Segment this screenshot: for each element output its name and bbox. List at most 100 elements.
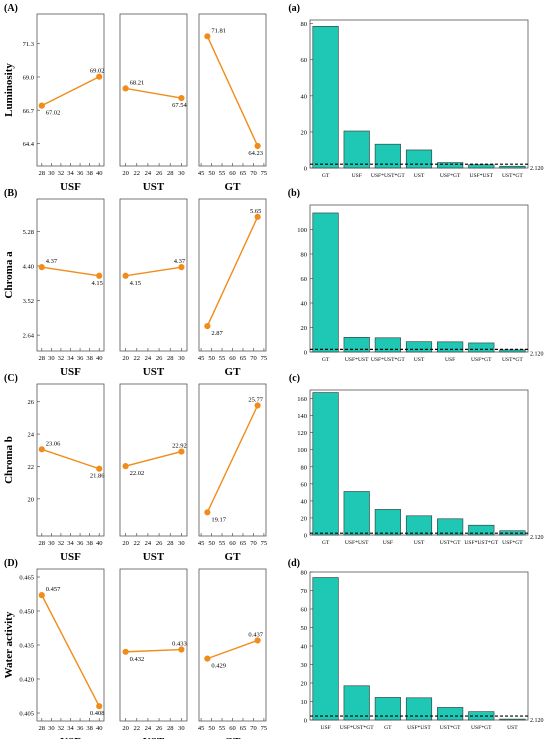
x-tick-label: UST*GT	[502, 357, 523, 363]
y-tick-label: 80	[301, 464, 308, 471]
bar	[343, 336, 370, 353]
x-tick-label: 38	[86, 540, 93, 547]
data-label: 22.92	[172, 443, 187, 450]
bar	[312, 26, 339, 169]
bar	[499, 165, 526, 169]
data-label: 68.21	[130, 79, 145, 86]
data-label: 69.02	[90, 68, 105, 75]
data-point	[254, 637, 261, 644]
y-tick-label: 80	[301, 252, 308, 259]
significance-label: 2.120	[530, 351, 544, 357]
data-point	[254, 213, 261, 220]
bar	[437, 707, 464, 721]
x-tick-label: 28	[167, 540, 174, 547]
x-tick-label: 55	[219, 355, 226, 362]
significance-label: 2.120	[530, 718, 544, 724]
x-axis-title: UST	[143, 181, 165, 193]
x-tick-label: UST	[414, 540, 425, 546]
x-tick-label: USF*UST	[345, 540, 369, 546]
x-tick-label: 22	[134, 725, 141, 732]
plot-frame	[36, 13, 105, 167]
data-label: 0.437	[248, 631, 263, 638]
x-axis-title: UST	[143, 736, 165, 739]
y-tick-label: 24	[28, 432, 35, 439]
y-tick-label: 0.420	[19, 677, 34, 684]
bar	[405, 341, 433, 353]
y-tick-label: 2.64	[23, 333, 35, 340]
data-point	[178, 95, 185, 102]
x-tick-label: USF*UST	[469, 173, 493, 179]
x-tick-label: 50	[208, 170, 215, 177]
y-axis-title: Luminosity	[3, 63, 15, 117]
x-tick-label: UST	[507, 725, 518, 731]
significance-label: 2.120	[530, 535, 544, 541]
effect-line	[125, 648, 182, 653]
data-point	[254, 402, 261, 409]
bar	[343, 491, 370, 536]
y-tick-label: 0.435	[19, 643, 34, 650]
effect-line	[125, 266, 182, 277]
x-tick-label: USF*UST	[407, 725, 431, 731]
x-tick-label: 45	[198, 355, 205, 362]
x-tick-label: 24	[145, 170, 152, 177]
data-label: 0.432	[130, 656, 145, 663]
x-tick-label: 70	[250, 355, 257, 362]
bar	[468, 342, 495, 353]
effect-line	[125, 450, 182, 467]
x-tick-label: UST	[414, 173, 425, 179]
plot-frame	[119, 198, 188, 352]
bar	[374, 697, 401, 721]
y-tick-label: 0.465	[19, 575, 34, 582]
bar	[405, 515, 433, 536]
y-tick-label: 40	[301, 644, 308, 651]
data-point	[254, 142, 261, 150]
bar	[343, 685, 370, 721]
bar	[437, 341, 464, 353]
data-point	[122, 648, 129, 655]
x-tick-label: 20	[122, 540, 129, 547]
x-axis-title: GT	[225, 366, 242, 378]
data-label: 4.15	[92, 280, 103, 287]
y-tick-label: 40	[301, 498, 308, 505]
bar	[499, 718, 526, 721]
x-tick-label: USF*UST	[345, 357, 369, 363]
data-label: 0.408	[90, 710, 105, 717]
y-tick-label: 50	[301, 625, 308, 632]
x-tick-label: GT	[322, 173, 330, 179]
x-tick-label: 60	[229, 170, 236, 177]
x-axis-title: USF	[60, 181, 81, 193]
data-point	[96, 272, 103, 279]
x-tick-label: GT	[384, 725, 392, 731]
bar	[374, 143, 401, 169]
panel-label: (C)	[4, 373, 18, 384]
x-tick-label: 26	[156, 170, 163, 177]
x-tick-label: 22	[134, 355, 141, 362]
data-label: 67.02	[46, 110, 61, 117]
panel-label: (c)	[289, 373, 300, 384]
y-tick-label: 0	[304, 350, 307, 357]
x-tick-label: 75	[261, 170, 268, 177]
x-tick-label: 40	[96, 355, 103, 362]
data-label: 23.06	[46, 440, 61, 447]
x-tick-label: 60	[229, 725, 236, 732]
data-label: 5.65	[250, 208, 261, 215]
x-tick-label: 28	[167, 170, 174, 177]
x-tick-label: USF*GT	[440, 173, 461, 179]
panel-label: (B)	[4, 188, 17, 199]
x-tick-label: 65	[240, 355, 247, 362]
x-tick-label: 24	[145, 540, 152, 547]
y-tick-label: 20	[301, 681, 308, 688]
data-label: 22.02	[130, 470, 145, 477]
x-tick-label: USF*UST*GT	[464, 540, 498, 546]
x-tick-label: 30	[48, 540, 55, 547]
x-tick-label: 38	[86, 725, 93, 732]
x-tick-label: 34	[67, 355, 74, 362]
x-tick-label: USF*UST*GT	[371, 357, 405, 363]
data-point	[96, 73, 103, 80]
x-tick-label: 45	[198, 540, 205, 547]
y-tick-label: 40	[301, 301, 308, 308]
x-tick-label: 36	[77, 725, 84, 732]
x-axis-title: GT	[225, 736, 242, 739]
x-tick-label: 65	[240, 540, 247, 547]
